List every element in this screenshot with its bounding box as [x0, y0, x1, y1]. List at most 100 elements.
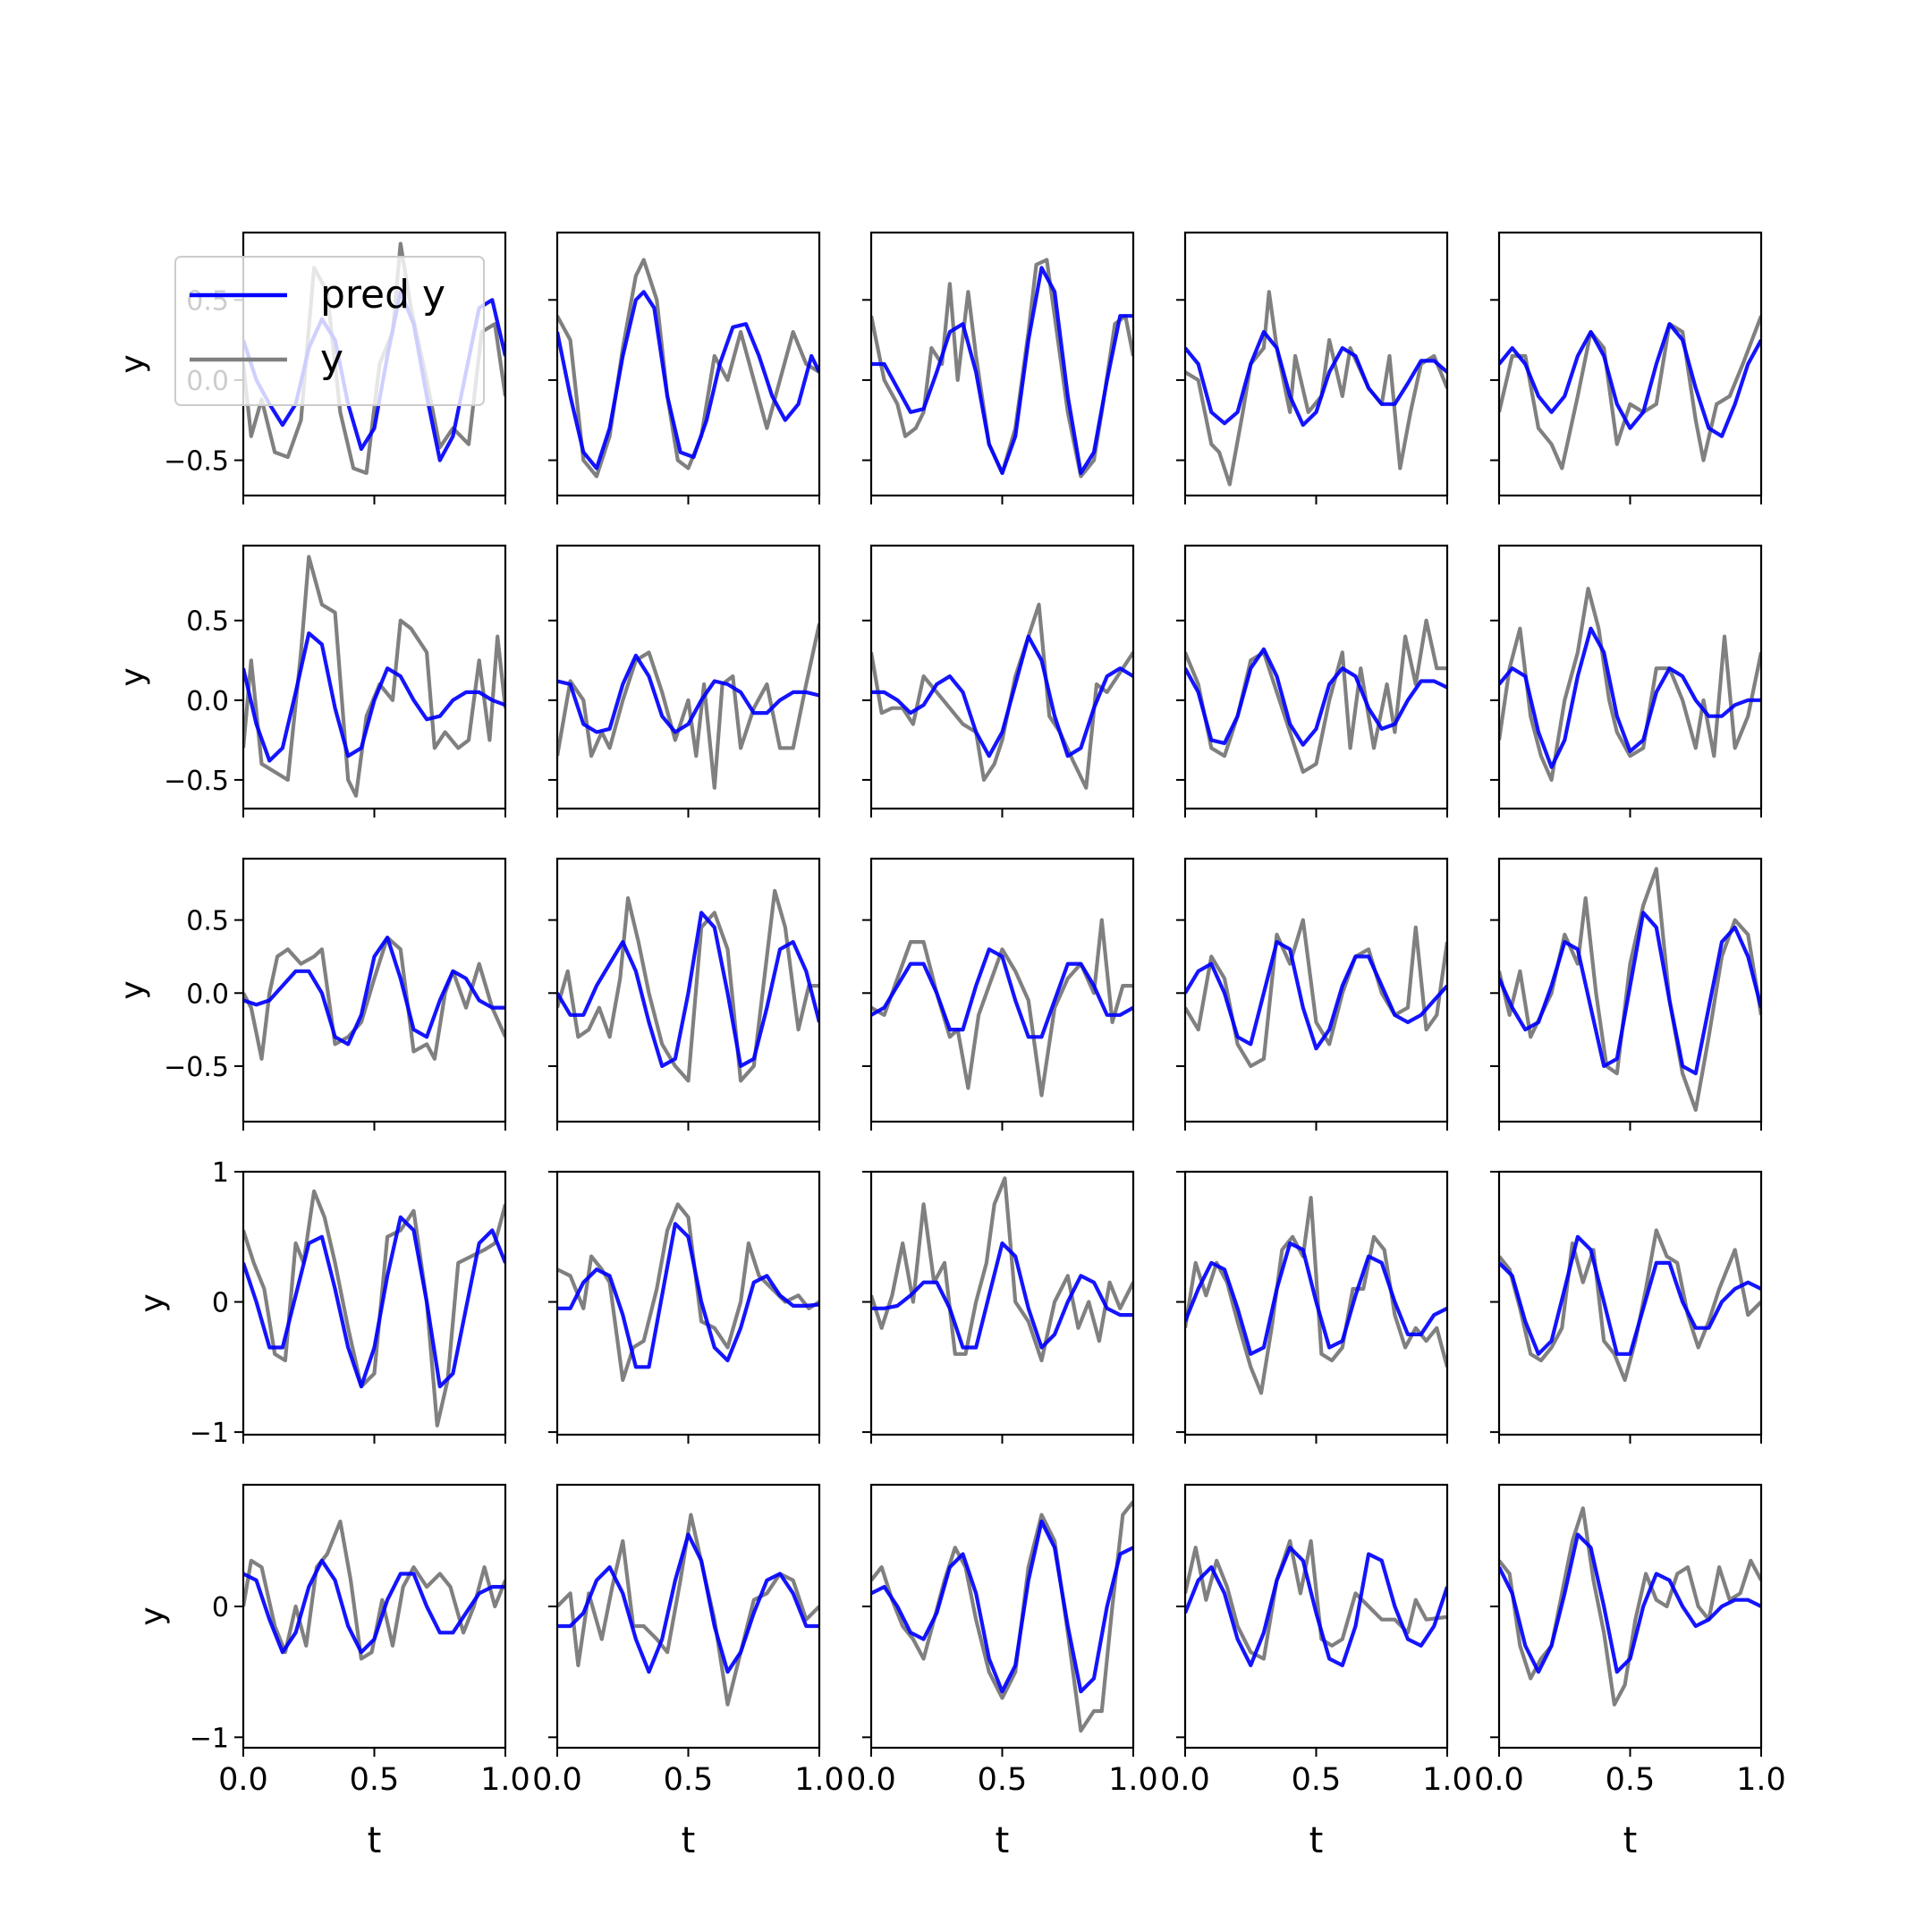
series-pred-y-line [1499, 322, 1761, 438]
x-tick-label: 0.5 [1292, 1762, 1342, 1798]
series-pred-y-line [871, 1519, 1133, 1694]
series-pred-y-line [871, 947, 1133, 1039]
series-pred-y-line [1499, 626, 1761, 769]
y-tick-label: 1 [212, 1157, 229, 1189]
subplot-r3-c4 [1176, 857, 1449, 1131]
y-tick-label: −1 [190, 1723, 229, 1754]
x-tick-label: 1.0 [1422, 1762, 1472, 1798]
subplot-r2-c4 [1176, 544, 1449, 818]
x-axis-label: t [1309, 1820, 1324, 1861]
series-y-line [557, 888, 819, 1083]
series-y-line [1185, 1195, 1447, 1395]
subplot-r3-c5 [1490, 857, 1763, 1131]
legend: pred y y [174, 256, 485, 406]
series-pred-y-line [243, 1215, 505, 1389]
y-axis-label: y [114, 980, 151, 999]
series-y-line [243, 936, 505, 1061]
series-y-line [871, 1500, 1133, 1733]
series-pred-y-line [557, 290, 819, 470]
series-pred-y-line [1499, 1234, 1761, 1356]
series-y-line [557, 1513, 819, 1707]
series-pred-y-line [557, 1532, 819, 1674]
subplot-r5-c4: 0.0 0.5 1.0 t [1160, 1483, 1472, 1861]
y-tick-label: 0 [212, 1592, 229, 1623]
subplot-r5-c2: 0.0 0.5 1.0 t [532, 1483, 844, 1861]
y-axis-label: y [134, 1293, 171, 1312]
series-y-line [243, 1189, 505, 1428]
y-tick-label: −1 [190, 1418, 229, 1449]
series-y-line [871, 1176, 1133, 1363]
x-tick-label: 1.0 [794, 1762, 844, 1798]
x-axis-label: t [368, 1820, 382, 1861]
series-y-line [1185, 1538, 1447, 1661]
x-axis-label: t [1623, 1820, 1638, 1861]
series-y-line [243, 242, 505, 476]
subplot-r2-c3 [862, 544, 1135, 818]
subplot-r3-c1: −0.5 0.0 0.5 y [114, 857, 507, 1131]
subplot-r2-c5 [1490, 544, 1763, 818]
series-pred-y-line [1499, 1532, 1761, 1674]
x-tick-label: 0.5 [350, 1762, 400, 1798]
subplot-r5-c5: 0.0 0.5 1.0 t [1474, 1483, 1786, 1861]
y-axis-label: y [114, 667, 151, 686]
x-axis-label: t [682, 1820, 696, 1861]
y-tick-label: 0.0 [186, 979, 229, 1010]
subplot-r3-c2 [548, 857, 821, 1131]
series-y-line [1185, 290, 1447, 487]
series-pred-y-line [243, 1558, 505, 1655]
subplot-r4-c2 [548, 1170, 821, 1444]
y-tick-label: 0.5 [186, 906, 229, 937]
subplot-r4-c4 [1176, 1170, 1449, 1444]
y-tick-label: −0.5 [164, 1052, 229, 1083]
x-tick-label: 0.5 [978, 1762, 1028, 1798]
subplot-r4-c3 [862, 1170, 1135, 1444]
y-tick-label: 0.0 [186, 686, 229, 717]
subplot-grid: −0.50.00.5y−0.50.00.5y−0.50.00.5y−101y−1… [114, 231, 1786, 1861]
series-pred-y-line [243, 631, 505, 763]
series-y-line [871, 602, 1133, 790]
x-tick-label: 1.0 [1736, 1762, 1786, 1798]
series-pred-y-line [557, 1222, 819, 1369]
x-tick-label: 0.0 [846, 1762, 896, 1798]
y-tick-label: 0.5 [186, 606, 229, 638]
x-tick-label: 0.5 [1606, 1762, 1656, 1798]
legend-label-pred-y: pred y [320, 272, 445, 318]
series-pred-y-line [1499, 911, 1761, 1076]
series-y-line [1499, 315, 1761, 470]
series-y-line [557, 1202, 819, 1383]
subplot-r4-c1: −1 0 1 y [134, 1157, 507, 1449]
subplot-r2-c2 [548, 544, 821, 818]
subplot-r2-c1: −0.5 0.0 0.5 y [114, 544, 507, 818]
subplot-r3-c3 [862, 857, 1135, 1131]
series-y-line [1499, 1228, 1761, 1383]
y-axis-label: y [134, 1606, 171, 1625]
series-pred-y-line [871, 1241, 1133, 1350]
series-pred-y-line [871, 634, 1133, 758]
x-tick-label: 0.0 [532, 1762, 582, 1798]
x-tick-label: 0.5 [664, 1762, 714, 1798]
x-tick-label: 0.0 [1160, 1762, 1210, 1798]
series-pred-y-line [243, 936, 505, 1046]
y-axis-label: y [114, 354, 151, 373]
x-tick-label: 0.0 [1474, 1762, 1524, 1798]
subplot-r1-c3 [862, 231, 1135, 504]
subplot-r1-c4 [1176, 231, 1449, 504]
subplot-r4-c5 [1490, 1170, 1763, 1444]
series-y-line [871, 918, 1133, 1097]
legend-label-y: y [320, 336, 343, 382]
x-axis-label: t [996, 1820, 1010, 1861]
series-y-line [1499, 586, 1761, 783]
x-tick-label: 1.0 [480, 1762, 530, 1798]
subplot-r5-c1: −1 0 0.0 0.5 1.0 y t [134, 1483, 530, 1861]
series-pred-y-line [557, 911, 819, 1069]
x-tick-label: 1.0 [1108, 1762, 1158, 1798]
series-pred-y-line [1185, 939, 1447, 1051]
subplot-r5-c3: 0.0 0.5 1.0 t [846, 1483, 1158, 1861]
series-y-line [557, 623, 819, 790]
y-tick-label: −0.5 [164, 766, 229, 797]
series-y-line [243, 1519, 505, 1661]
series-pred-y-line [871, 266, 1133, 476]
series-pred-y-line [1185, 1241, 1447, 1356]
x-tick-label: 0.0 [218, 1762, 268, 1798]
